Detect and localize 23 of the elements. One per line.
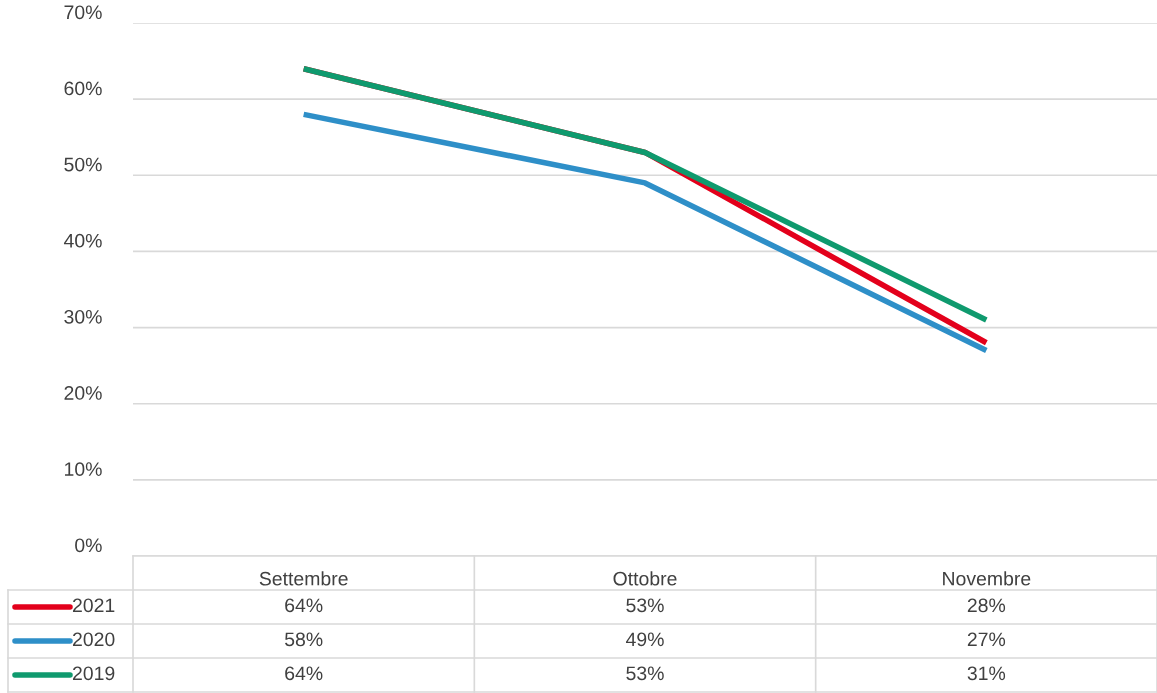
data-label: 28% [967,598,1006,613]
x-tick-label: Ottobre [613,571,677,586]
x-tick-label: Settembre [259,571,348,586]
y-tick-label: 60% [64,81,102,96]
data-label: 27% [967,632,1006,647]
data-label: 64% [285,598,323,613]
legend-label: 2019 [72,666,115,681]
data-label: 53% [626,666,664,681]
x-tick-label: Novembre [943,571,1031,586]
y-tick-label: 0% [75,538,102,553]
data-label: 31% [967,666,1006,681]
legend-label: 2020 [72,632,115,647]
y-tick-label: 40% [63,233,102,248]
y-tick-label: 50% [64,157,102,172]
data-label: 64% [285,666,323,681]
legend-label: 2021 [72,598,115,613]
y-tick-label: 10% [65,462,102,477]
data-label: 49% [625,632,664,647]
data-label: 58% [284,632,323,647]
y-tick-label: 30% [64,309,102,324]
data-label: 53% [626,598,664,613]
y-tick-label: 20% [64,386,102,400]
y-tick-label: 70% [64,5,102,20]
